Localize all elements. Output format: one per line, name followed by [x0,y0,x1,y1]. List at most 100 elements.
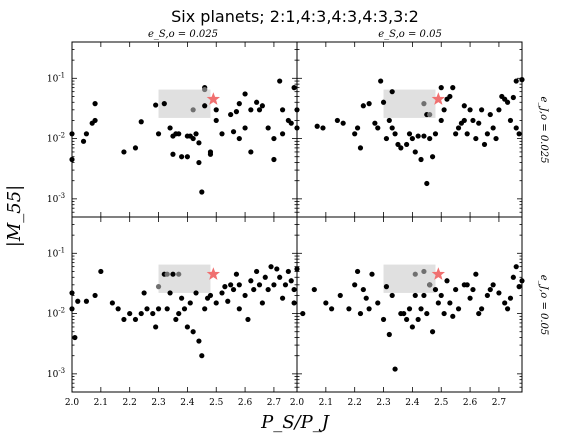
x-tick-label: 2.5 [209,398,224,408]
panel-2-point [441,107,447,113]
panel-3-point [153,324,159,330]
panel-2-point [415,133,421,139]
panel-2-point [453,131,459,137]
panel-1-point [179,154,185,160]
panel-1-point [193,131,199,137]
panel-1-highlight-box [158,89,211,118]
panel-1-point [69,156,75,163]
panel-4-frame [296,216,523,393]
panel-1-point [271,156,277,163]
panel-1-point [242,91,248,97]
panel-4-point [504,306,511,312]
panel-2-point [519,77,525,83]
panel-2-point-in-box [427,111,433,118]
panel-2-point [476,120,482,126]
panel-1-point [196,159,202,166]
x-tick-label: 2.3 [376,398,391,408]
x-tick-label: 2.2 [123,398,137,408]
panel-3-point [98,268,104,275]
panel-4-point [380,316,387,323]
panel-4-point [360,286,366,293]
panel-2-point [461,103,467,109]
panel-4-point [311,286,317,293]
panel-4-point [487,286,493,293]
panel-3-point [196,338,202,344]
panel-3-point [179,295,185,301]
panel-3-point [288,278,294,284]
panel-3-point-in-box [164,271,170,277]
panel-1-point [277,78,283,84]
panel-4-point [473,271,479,277]
panels-group: 10-3 10-2 10-1 10-3 10-2 10-1 2.0 2.1 2.2 2.3 2.4 2… [47,41,525,408]
panel-3-point [193,290,199,296]
x-tick-label: 2.3 [151,398,166,408]
panel-1-point [279,131,286,137]
panel-2-point [404,141,410,148]
panel-1-point [233,109,240,115]
panel-4-point [401,310,407,317]
panel-1-point [236,101,242,107]
panel-1-point [184,154,190,160]
panel-4-point [467,295,473,301]
panel-4-point [337,292,343,299]
panel-3-point [109,300,115,306]
panel-1-point [254,99,260,105]
panel-2-point [479,107,485,113]
panel-2-point [438,117,444,124]
x-tick-label: 2.2 [348,398,362,408]
panel-3-point [138,310,144,317]
x-tick-label: 2.1 [94,398,108,408]
panel-2-point [406,131,413,137]
panel-3-point [254,268,260,275]
x-tick-label: 2.6 [238,398,253,408]
panel-3-ytick-label: 10-3 [47,367,65,380]
panel-1-point [259,103,265,109]
panel-3-point [155,306,162,312]
panel-4-point [519,278,525,284]
panel-1-point [256,107,263,113]
panel-2-point [389,125,395,131]
panel-1-point [196,140,202,146]
panel-4-point [366,306,372,312]
panel-3-point [83,298,90,304]
panel-1-star [206,92,220,105]
panel-2-point [487,111,493,118]
panel-2-point [340,120,346,126]
panel-2-point [366,101,372,107]
panel-2-point [429,154,436,160]
panel-2-point [438,85,444,91]
panel-4-point [496,290,502,296]
panel-4-point-in-box [412,271,418,277]
panel-1-point-in-box [190,107,196,113]
panel-2-point [467,107,473,113]
panel-1-point [69,131,75,137]
panel-1-point [271,135,277,142]
panel-3-point [222,284,228,290]
panel-3-point [279,295,286,301]
panel-4-point [438,292,444,299]
panel-3-point [176,310,182,317]
panel-1-point [291,85,297,91]
panel-4-point [453,286,459,293]
panel-3-point [184,324,190,330]
panel-1-point [248,107,254,113]
panel-1-point [132,145,139,151]
panel-1-point [92,101,98,107]
panel-2-point [383,135,390,142]
panel-1-point [161,101,167,107]
panel-4-point [412,292,418,299]
panel-4-point [444,278,450,284]
panel-3-highlight-box [158,264,211,293]
panel-2-point [389,89,395,95]
panel-1-point [190,135,196,142]
panel-3-point [291,286,297,293]
panel-2-point [461,117,467,124]
panel-4-point [415,316,421,323]
panel-2-point [380,99,387,105]
panel-2-point [354,125,361,131]
panel-2-point [510,94,516,101]
panel-3-point [144,306,150,312]
panel-4-point [516,284,522,290]
panel-2-point [398,145,404,151]
panel-4-point [464,282,470,288]
